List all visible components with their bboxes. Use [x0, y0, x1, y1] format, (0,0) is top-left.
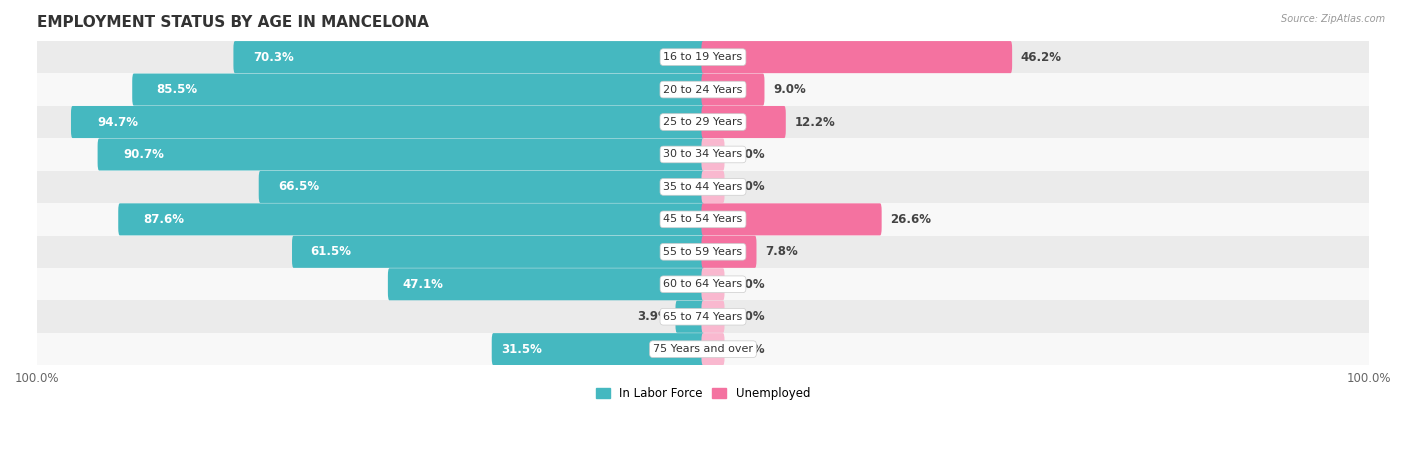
Text: 0.0%: 0.0% — [733, 278, 766, 291]
Text: 7.8%: 7.8% — [765, 245, 797, 258]
Text: 25 to 29 Years: 25 to 29 Years — [664, 117, 742, 127]
Text: Source: ZipAtlas.com: Source: ZipAtlas.com — [1281, 14, 1385, 23]
Bar — [37, 301, 1369, 333]
Text: 0.0%: 0.0% — [733, 342, 766, 356]
Text: 75 Years and over: 75 Years and over — [652, 344, 754, 354]
Text: 3.9%: 3.9% — [638, 310, 671, 323]
FancyBboxPatch shape — [259, 171, 704, 203]
Text: 87.6%: 87.6% — [143, 213, 184, 226]
Text: 31.5%: 31.5% — [502, 342, 543, 356]
Text: 45 to 54 Years: 45 to 54 Years — [664, 214, 742, 225]
Text: 0.0%: 0.0% — [733, 148, 766, 161]
FancyBboxPatch shape — [702, 171, 724, 203]
FancyBboxPatch shape — [702, 73, 765, 106]
Bar — [37, 268, 1369, 301]
Bar — [37, 236, 1369, 268]
Text: 26.6%: 26.6% — [890, 213, 931, 226]
Text: 60 to 64 Years: 60 to 64 Years — [664, 279, 742, 289]
Bar — [37, 333, 1369, 365]
Text: 66.5%: 66.5% — [278, 180, 319, 194]
Text: 47.1%: 47.1% — [402, 278, 443, 291]
Text: 20 to 24 Years: 20 to 24 Years — [664, 85, 742, 94]
FancyBboxPatch shape — [675, 301, 704, 333]
FancyBboxPatch shape — [292, 236, 704, 268]
FancyBboxPatch shape — [97, 139, 704, 171]
Text: 16 to 19 Years: 16 to 19 Years — [664, 52, 742, 62]
FancyBboxPatch shape — [118, 203, 704, 235]
FancyBboxPatch shape — [492, 333, 704, 365]
FancyBboxPatch shape — [702, 268, 724, 300]
FancyBboxPatch shape — [70, 106, 704, 138]
Text: 0.0%: 0.0% — [733, 310, 766, 323]
Text: 94.7%: 94.7% — [98, 116, 139, 129]
Text: 85.5%: 85.5% — [156, 83, 198, 96]
Legend: In Labor Force, Unemployed: In Labor Force, Unemployed — [591, 382, 815, 405]
Bar — [37, 203, 1369, 236]
FancyBboxPatch shape — [702, 301, 724, 333]
Text: 70.3%: 70.3% — [253, 50, 294, 63]
Bar — [37, 138, 1369, 171]
Text: 30 to 34 Years: 30 to 34 Years — [664, 149, 742, 159]
FancyBboxPatch shape — [702, 203, 882, 235]
Text: 46.2%: 46.2% — [1021, 50, 1062, 63]
FancyBboxPatch shape — [233, 41, 704, 73]
FancyBboxPatch shape — [702, 236, 756, 268]
Text: 61.5%: 61.5% — [309, 245, 352, 258]
Text: 90.7%: 90.7% — [124, 148, 165, 161]
Bar — [37, 41, 1369, 73]
Bar — [37, 106, 1369, 138]
FancyBboxPatch shape — [702, 333, 724, 365]
Bar — [37, 73, 1369, 106]
Text: 65 to 74 Years: 65 to 74 Years — [664, 312, 742, 322]
FancyBboxPatch shape — [702, 106, 786, 138]
FancyBboxPatch shape — [702, 41, 1012, 73]
Text: 35 to 44 Years: 35 to 44 Years — [664, 182, 742, 192]
Bar — [37, 171, 1369, 203]
Text: EMPLOYMENT STATUS BY AGE IN MANCELONA: EMPLOYMENT STATUS BY AGE IN MANCELONA — [37, 15, 429, 30]
Text: 55 to 59 Years: 55 to 59 Years — [664, 247, 742, 257]
FancyBboxPatch shape — [702, 139, 724, 171]
FancyBboxPatch shape — [132, 73, 704, 106]
Text: 9.0%: 9.0% — [773, 83, 806, 96]
Text: 0.0%: 0.0% — [733, 180, 766, 194]
Text: 12.2%: 12.2% — [794, 116, 835, 129]
FancyBboxPatch shape — [388, 268, 704, 300]
